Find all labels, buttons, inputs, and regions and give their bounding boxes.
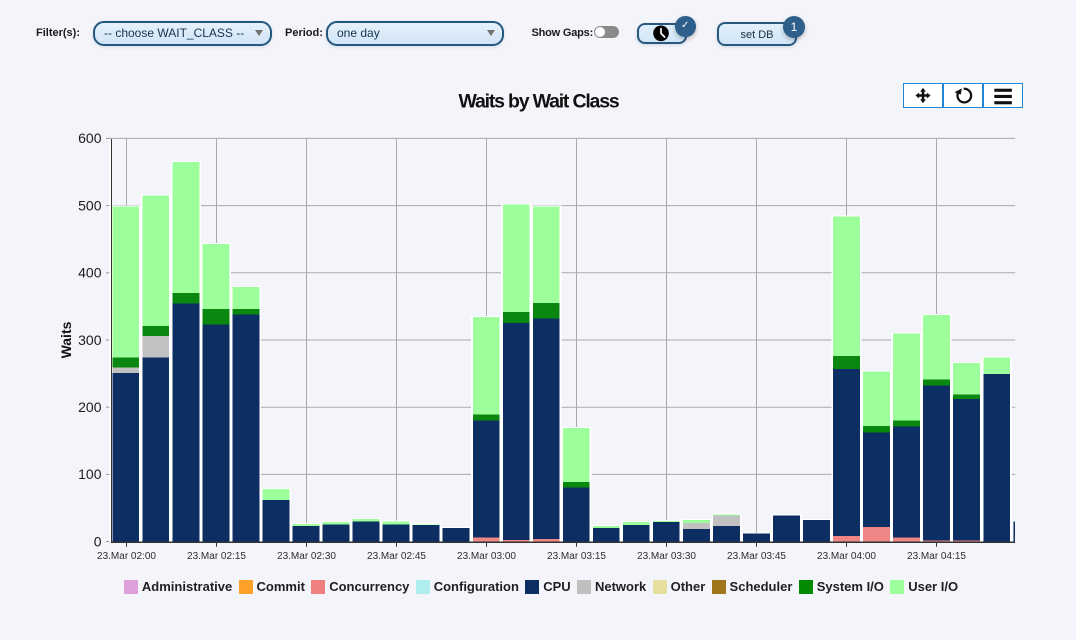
svg-text:23.Mar 04:15: 23.Mar 04:15 [907, 551, 966, 562]
svg-text:Waits: Waits [58, 321, 74, 358]
svg-text:23.Mar 03:45: 23.Mar 03:45 [727, 551, 786, 562]
svg-text:23.Mar 03:00: 23.Mar 03:00 [457, 551, 516, 562]
svg-text:23.Mar 03:15: 23.Mar 03:15 [547, 551, 606, 562]
svg-text:Waits by Wait Class: Waits by Wait Class [459, 91, 620, 113]
svg-text:23.Mar 04:00: 23.Mar 04:00 [817, 551, 876, 562]
svg-text:23.Mar 02:00: 23.Mar 02:00 [97, 551, 156, 562]
svg-text:400: 400 [78, 265, 102, 281]
svg-text:23.Mar 02:45: 23.Mar 02:45 [367, 551, 426, 562]
svg-text:600: 600 [78, 130, 102, 146]
svg-text:300: 300 [78, 332, 102, 348]
svg-text:23.Mar 03:30: 23.Mar 03:30 [637, 551, 696, 562]
svg-text:23.Mar 02:15: 23.Mar 02:15 [187, 551, 246, 562]
svg-text:0: 0 [94, 533, 102, 549]
svg-text:500: 500 [78, 197, 102, 213]
svg-text:100: 100 [78, 466, 102, 482]
svg-text:23.Mar 02:30: 23.Mar 02:30 [277, 551, 336, 562]
svg-text:200: 200 [78, 399, 102, 415]
